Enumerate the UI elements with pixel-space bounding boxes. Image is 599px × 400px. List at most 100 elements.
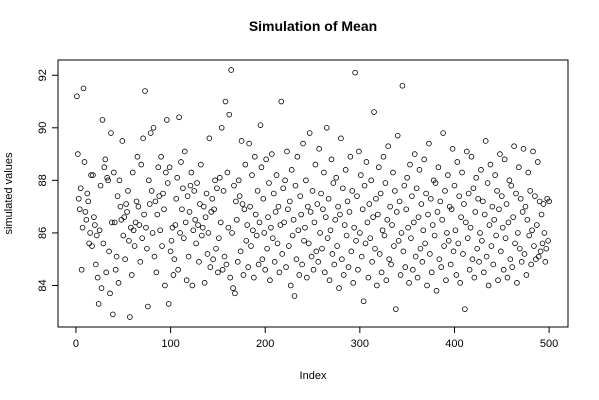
point	[102, 156, 109, 163]
point	[521, 251, 528, 257]
point	[394, 132, 401, 139]
point	[154, 211, 161, 218]
point	[396, 198, 403, 205]
point	[120, 232, 127, 239]
y-tick-label: 90	[37, 122, 49, 134]
point	[124, 209, 130, 215]
point	[277, 222, 284, 228]
point	[505, 219, 512, 226]
point	[382, 180, 389, 186]
point	[359, 206, 366, 213]
point	[216, 235, 222, 241]
point	[318, 190, 324, 197]
point	[395, 238, 402, 244]
point	[262, 266, 269, 273]
point	[365, 274, 372, 281]
point	[288, 167, 295, 173]
point	[545, 238, 551, 244]
point	[530, 148, 536, 155]
point	[225, 224, 232, 231]
point	[132, 219, 139, 226]
point	[307, 209, 314, 215]
point	[281, 219, 287, 226]
point	[168, 238, 175, 244]
point	[390, 169, 396, 176]
point	[525, 169, 532, 176]
point	[289, 232, 296, 239]
point	[469, 256, 476, 262]
point	[419, 259, 426, 265]
point	[498, 193, 505, 199]
point	[465, 190, 472, 197]
point	[508, 182, 515, 189]
point	[456, 193, 463, 199]
point	[343, 232, 350, 239]
point	[112, 266, 119, 273]
point	[477, 230, 483, 236]
point	[444, 230, 450, 236]
point	[348, 248, 355, 255]
point	[250, 227, 256, 234]
point	[449, 146, 456, 152]
point	[163, 117, 170, 123]
point	[174, 174, 181, 181]
point	[497, 151, 503, 157]
point	[99, 117, 106, 123]
point	[410, 266, 416, 273]
point	[163, 169, 169, 176]
point	[310, 266, 317, 273]
point	[203, 190, 210, 197]
point	[480, 198, 486, 205]
point	[182, 219, 189, 226]
point	[242, 161, 249, 168]
point	[301, 238, 307, 244]
point	[80, 85, 87, 92]
point	[93, 261, 99, 268]
point	[397, 272, 404, 278]
point	[532, 193, 538, 199]
point	[243, 238, 250, 244]
point	[117, 203, 124, 210]
point	[361, 182, 368, 189]
point	[121, 214, 128, 220]
point	[87, 230, 93, 236]
point	[143, 224, 149, 231]
point	[400, 248, 407, 255]
point	[399, 82, 406, 89]
point	[265, 214, 271, 220]
point	[386, 256, 392, 262]
point	[91, 214, 97, 220]
point	[467, 224, 474, 231]
point	[235, 177, 242, 184]
point	[83, 216, 90, 223]
point	[321, 169, 327, 176]
point	[315, 259, 322, 265]
point	[258, 164, 265, 171]
point	[422, 240, 428, 247]
y-tick-label: 92	[37, 69, 49, 81]
point	[333, 174, 339, 181]
point	[402, 264, 409, 270]
point	[363, 159, 370, 165]
point	[151, 253, 158, 260]
point	[527, 188, 533, 194]
point	[152, 198, 159, 205]
point	[204, 251, 211, 257]
point	[496, 206, 502, 213]
point	[531, 243, 537, 249]
point	[133, 198, 140, 205]
point	[179, 206, 185, 213]
point	[330, 180, 337, 186]
point	[261, 230, 268, 236]
point	[378, 269, 385, 276]
point	[509, 264, 516, 270]
point	[388, 261, 394, 268]
point	[434, 209, 441, 215]
point	[466, 266, 473, 273]
point	[287, 282, 294, 289]
y-axis-label: simulated values	[3, 152, 15, 234]
point	[349, 188, 356, 194]
point	[128, 272, 135, 278]
point	[516, 245, 523, 252]
